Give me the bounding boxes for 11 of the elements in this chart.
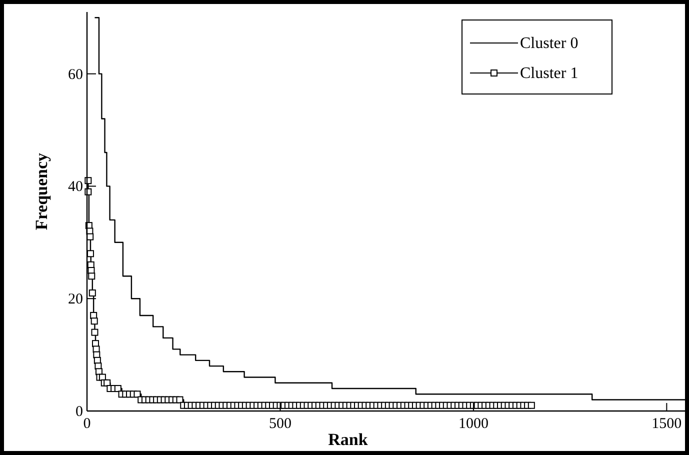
legend-label: Cluster 1 [520,65,578,82]
y-tick-label: 0 [76,404,83,420]
x-tick-label: 1000 [458,416,488,432]
y-tick-label: 20 [68,292,83,308]
legend-label: Cluster 0 [520,35,578,52]
x-tick-label: 1500 [652,416,682,432]
y-tick-label: 40 [68,179,83,196]
y-tick-label: 60 [68,66,83,83]
x-axis-title: Rank [328,430,368,449]
x-tick-label: 500 [268,416,292,432]
y-axis-title: Frequency [32,152,51,230]
